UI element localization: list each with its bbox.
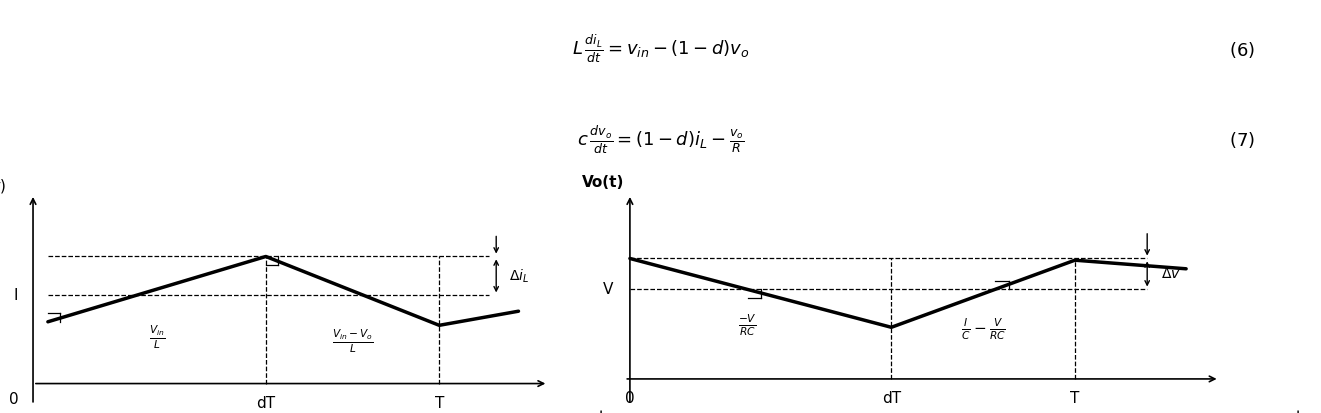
Text: t: t: [598, 410, 604, 413]
Text: dT: dT: [256, 396, 275, 411]
Text: $c\,\frac{dv_o}{dt} = (1-d)i_L - \frac{v_o}{R}$: $c\,\frac{dv_o}{dt} = (1-d)i_L - \frac{v…: [577, 125, 744, 156]
Text: $\frac{I}{C} - \frac{V}{RC}$: $\frac{I}{C} - \frac{V}{RC}$: [960, 317, 1005, 342]
Text: T: T: [435, 396, 444, 411]
Text: dT: dT: [881, 391, 901, 406]
Text: 0: 0: [8, 392, 18, 407]
Text: $\frac{V_{in}}{L}$: $\frac{V_{in}}{L}$: [149, 324, 165, 351]
Text: I: I: [13, 288, 18, 303]
Text: $\Delta v$: $\Delta v$: [1161, 267, 1181, 281]
Text: $\frac{-V}{RC}$: $\frac{-V}{RC}$: [738, 313, 757, 338]
Text: $(7)$: $(7)$: [1229, 131, 1255, 150]
Text: $\Delta i_L$: $\Delta i_L$: [509, 267, 528, 285]
Text: t: t: [1296, 410, 1301, 413]
Text: $L\,\frac{di_L}{dt} = v_{in} - (1-d)v_o$: $L\,\frac{di_L}{dt} = v_{in} - (1-d)v_o$: [572, 34, 749, 65]
Text: V: V: [602, 282, 613, 297]
Text: $\frac{V_{in}-V_o}{L}$: $\frac{V_{in}-V_o}{L}$: [332, 328, 374, 355]
Text: 0: 0: [625, 391, 634, 406]
Text: $i_L(t)$: $i_L(t)$: [0, 178, 7, 196]
Text: Vo(t): Vo(t): [583, 175, 625, 190]
Text: T: T: [1070, 391, 1079, 406]
Text: $(6)$: $(6)$: [1229, 40, 1255, 59]
